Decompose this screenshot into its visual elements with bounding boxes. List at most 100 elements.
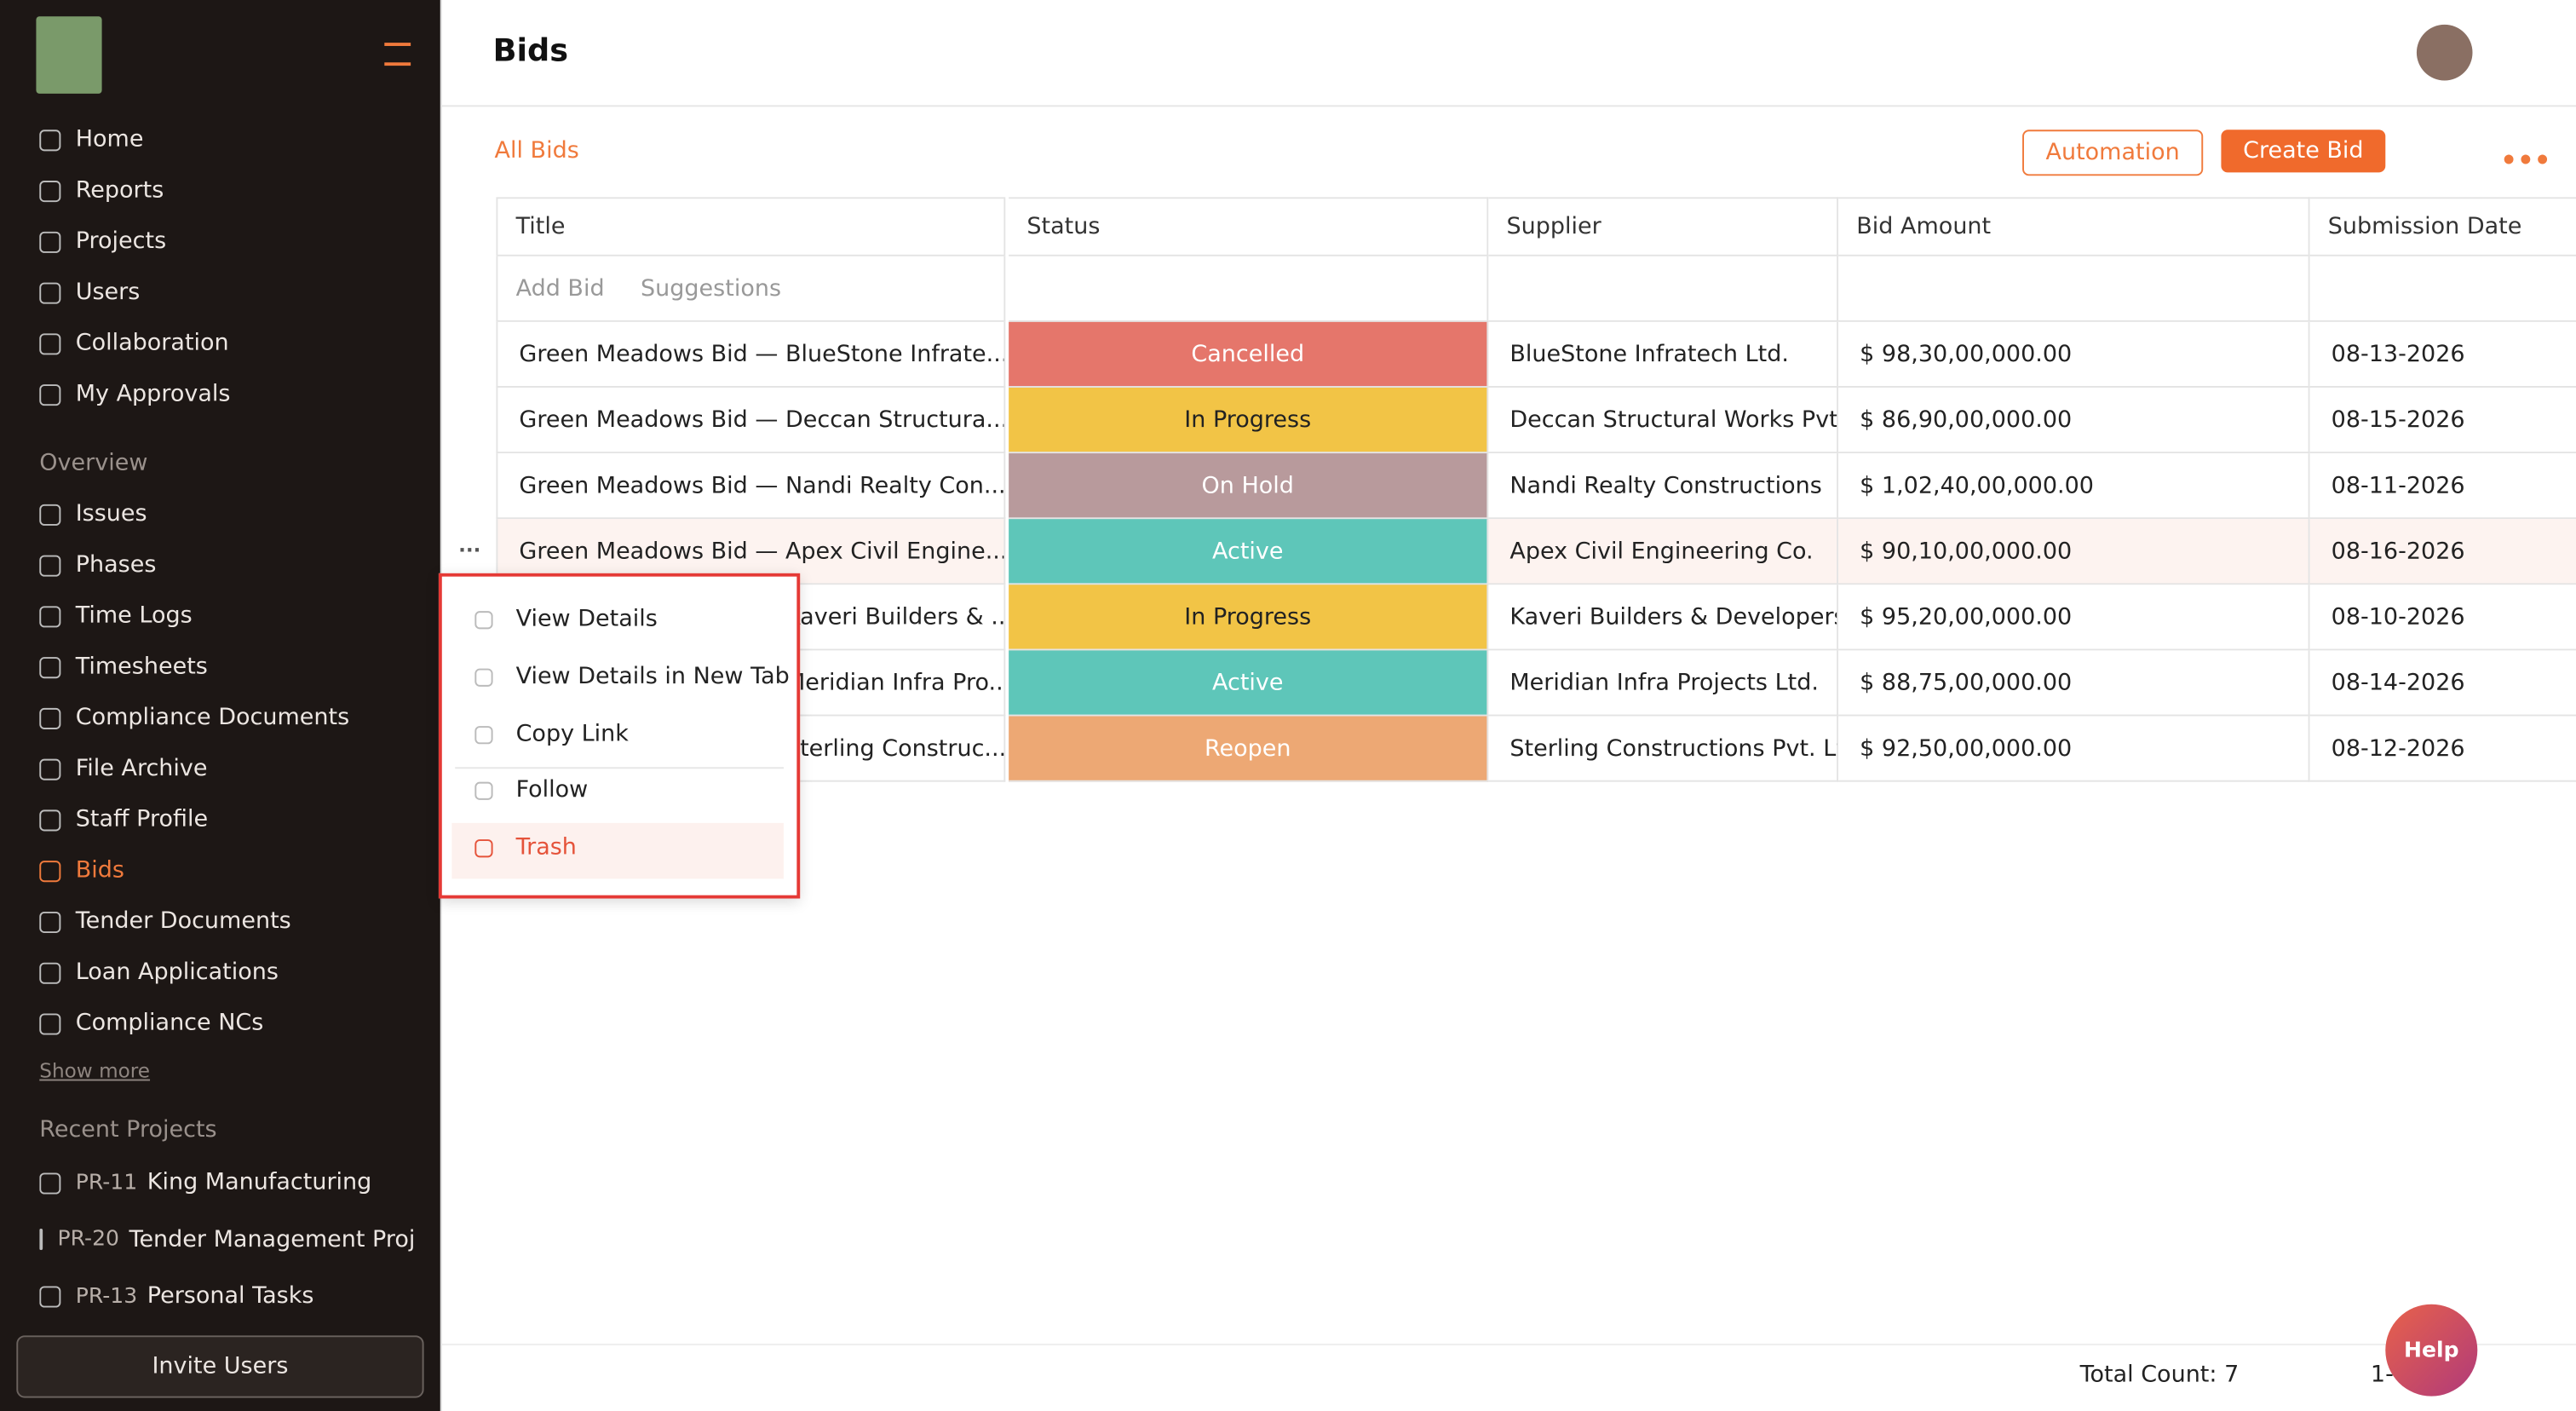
- overview-item[interactable]: Timesheets: [39, 650, 208, 683]
- icon: [474, 610, 493, 629]
- add-row-cell: [2309, 256, 2576, 322]
- recent-project[interactable]: PR-13 Personal Tasks: [39, 1280, 414, 1313]
- menu-divider: [455, 767, 784, 769]
- supplier-cell: Sterling Constructions Pvt. Lt: [1488, 716, 1839, 782]
- date-cell: 08-16-2026: [2309, 519, 2576, 585]
- status-cell: In Progress: [1009, 387, 1489, 454]
- icon: [39, 1285, 61, 1307]
- supplier-cell: Kaveri Builders & Developers: [1488, 585, 1839, 651]
- icon: [39, 910, 61, 933]
- icon: [39, 230, 61, 252]
- label: View Details: [515, 606, 658, 633]
- suggestions[interactable]: Suggestions: [641, 274, 782, 302]
- more-icon[interactable]: •••: [2500, 144, 2551, 176]
- project-name: Tender Management Proj: [129, 1226, 414, 1253]
- view-selector[interactable]: All Bids: [494, 137, 579, 164]
- add-row: Add Bid Suggestions: [496, 256, 1006, 322]
- recent-project[interactable]: PR-20 Tender Management Proj: [39, 1223, 414, 1256]
- row-actions[interactable]: ···: [458, 538, 481, 562]
- nav-item[interactable]: Collaboration: [39, 327, 229, 360]
- overview-item[interactable]: Issues: [39, 498, 147, 531]
- column-header[interactable]: Title: [496, 197, 1006, 256]
- profile-avatar[interactable]: [2416, 24, 2473, 81]
- overview-item[interactable]: File Archive: [39, 752, 208, 786]
- status-cell: Cancelled: [1009, 321, 1489, 388]
- overview-item[interactable]: Tender Documents: [39, 905, 291, 938]
- supplier-cell: Nandi Realty Constructions: [1488, 453, 1839, 520]
- column-title: Submission Date: [2327, 213, 2522, 240]
- icon: [39, 809, 61, 831]
- icon: [39, 860, 61, 882]
- column-header[interactable]: Submission Date: [2309, 197, 2576, 256]
- title-cell[interactable]: Green Meadows Bid — Nandi Realty Con...: [496, 453, 1006, 520]
- amount-cell: $ 86,90,00,000.00: [1838, 387, 2310, 454]
- invite-button[interactable]: Invite Users: [16, 1335, 424, 1398]
- label: Compliance NCs: [75, 1010, 264, 1037]
- automation-button[interactable]: Automation: [2022, 130, 2204, 176]
- menu-item[interactable]: Copy Link: [474, 721, 629, 747]
- column-header[interactable]: Supplier: [1488, 197, 1839, 256]
- nav-item[interactable]: My Approvals: [39, 377, 230, 411]
- project-code: PR-20: [57, 1227, 119, 1252]
- project-name: Personal Tasks: [147, 1282, 314, 1310]
- icon: [39, 757, 61, 780]
- label: My Approvals: [75, 381, 231, 408]
- menu-item[interactable]: Follow: [474, 777, 588, 803]
- status-cell: In Progress: [1009, 585, 1489, 651]
- sidebar: Home Reports Projects Users Collaboration My …: [0, 0, 440, 1411]
- icon: [39, 706, 61, 729]
- overview-item[interactable]: Phases: [39, 549, 156, 582]
- menu-item[interactable]: View Details in New Tab: [474, 664, 790, 690]
- add-row-cell: [1488, 256, 1839, 322]
- overview-item[interactable]: Staff Profile: [39, 803, 208, 837]
- label: Timesheets: [75, 654, 208, 681]
- overview-item[interactable]: Compliance Documents: [39, 701, 349, 734]
- label: Copy Link: [515, 721, 629, 748]
- recent-project[interactable]: PR-11 King Manufacturing: [39, 1166, 414, 1200]
- icon: [474, 780, 493, 799]
- nav-item[interactable]: Users: [39, 276, 140, 309]
- date-cell: 08-13-2026: [2309, 321, 2576, 388]
- add-row-cell: [1009, 256, 1489, 322]
- avatar[interactable]: [36, 16, 102, 94]
- add-row-cell: [1838, 256, 2310, 322]
- overview-item[interactable]: Compliance NCs: [39, 1007, 263, 1040]
- icon: [474, 838, 493, 857]
- label: Trash: [515, 834, 577, 861]
- icon: [39, 503, 61, 525]
- date-cell: 08-11-2026: [2309, 453, 2576, 520]
- add-bid[interactable]: Add Bid: [515, 274, 605, 302]
- icon: [474, 667, 493, 686]
- nav-item[interactable]: Home: [39, 124, 143, 157]
- total-count: Total Count: 7: [2079, 1362, 2240, 1389]
- column-header[interactable]: Bid Amount: [1838, 197, 2310, 256]
- icon: [39, 383, 61, 406]
- status-cell: Active: [1009, 519, 1489, 585]
- icon: [39, 605, 61, 627]
- label: Compliance Documents: [75, 705, 350, 731]
- create-button[interactable]: Create Bid: [2221, 130, 2386, 173]
- nav-item[interactable]: Reports: [39, 174, 164, 207]
- menu-toggle[interactable]: [384, 43, 411, 66]
- label: Reports: [75, 177, 164, 204]
- column-header[interactable]: Status: [1009, 197, 1489, 256]
- label: Loan Applications: [75, 959, 279, 986]
- nav-item[interactable]: Projects: [39, 225, 166, 258]
- section-title[interactable]: Overview: [39, 450, 148, 477]
- help-button[interactable]: Help: [2385, 1304, 2478, 1397]
- show-more[interactable]: Show more: [39, 1059, 151, 1083]
- label: Bids: [75, 857, 124, 884]
- main: Bids All Bids Automation Create Bid ••• …: [438, 0, 2576, 1411]
- supplier-cell: BlueStone Infratech Ltd.: [1488, 321, 1839, 388]
- title-cell[interactable]: Green Meadows Bid — Deccan Structura...: [496, 387, 1006, 454]
- overview-item[interactable]: Bids: [39, 854, 124, 887]
- status-cell: Active: [1009, 650, 1489, 717]
- menu-item[interactable]: View Details: [474, 606, 658, 633]
- overview-item[interactable]: Loan Applications: [39, 956, 279, 989]
- overview-item[interactable]: Time Logs: [39, 600, 193, 633]
- label: Collaboration: [75, 330, 229, 357]
- column-title: Status: [1026, 213, 1101, 240]
- icon: [39, 332, 61, 354]
- menu-item[interactable]: Trash: [474, 834, 577, 861]
- title-cell[interactable]: Green Meadows Bid — BlueStone Infrate...: [496, 321, 1006, 388]
